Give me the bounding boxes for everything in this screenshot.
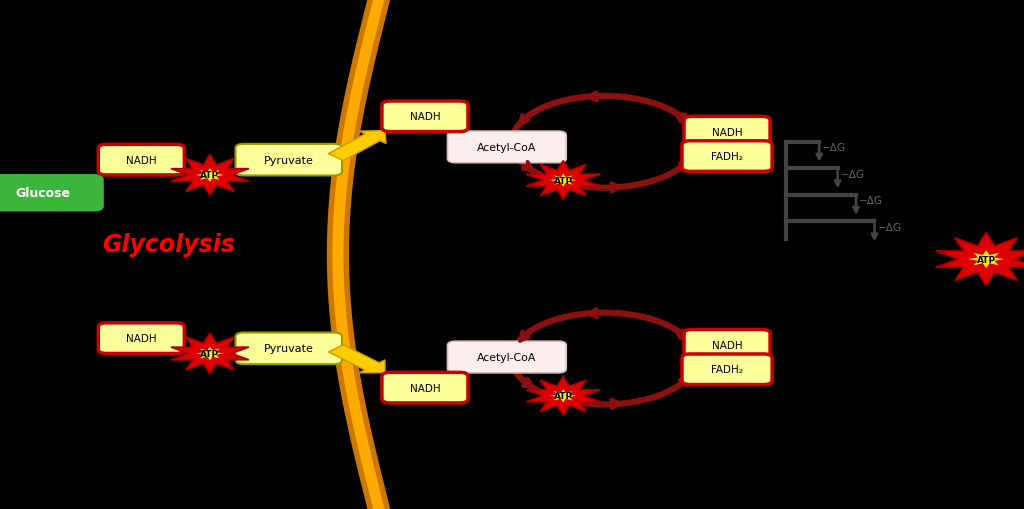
Text: Pyruvate: Pyruvate (264, 155, 313, 165)
Text: FADH₂: FADH₂ (711, 152, 743, 162)
Text: NADH: NADH (410, 112, 440, 122)
Polygon shape (171, 333, 249, 374)
FancyBboxPatch shape (682, 354, 772, 385)
Polygon shape (936, 233, 1024, 286)
FancyArrow shape (329, 345, 385, 373)
Text: NADH: NADH (126, 155, 157, 165)
FancyBboxPatch shape (236, 333, 342, 364)
Text: NADH: NADH (126, 333, 157, 344)
FancyBboxPatch shape (382, 373, 468, 403)
Text: −ΔG: −ΔG (859, 196, 883, 206)
Text: FADH₂: FADH₂ (711, 364, 743, 375)
FancyBboxPatch shape (682, 142, 772, 172)
Text: Acetyl-CoA: Acetyl-CoA (477, 143, 537, 153)
FancyBboxPatch shape (382, 102, 468, 132)
Text: −ΔG: −ΔG (878, 222, 901, 233)
Text: −ΔG: −ΔG (841, 169, 864, 180)
Polygon shape (171, 155, 249, 196)
FancyBboxPatch shape (447, 132, 566, 163)
Text: NADH: NADH (712, 127, 742, 137)
Text: NADH: NADH (410, 383, 440, 393)
Polygon shape (968, 250, 1005, 269)
Text: Glucose: Glucose (15, 187, 71, 200)
Polygon shape (196, 347, 224, 361)
Text: NADH: NADH (712, 340, 742, 350)
Polygon shape (196, 168, 224, 183)
Text: Glycolysis: Glycolysis (102, 232, 236, 257)
Text: ATP: ATP (201, 171, 219, 180)
FancyBboxPatch shape (684, 117, 770, 148)
Text: Pyruvate: Pyruvate (264, 344, 313, 354)
Polygon shape (550, 389, 577, 403)
FancyBboxPatch shape (447, 342, 566, 373)
Text: ATP: ATP (201, 349, 219, 358)
FancyBboxPatch shape (236, 145, 342, 176)
Polygon shape (550, 174, 577, 187)
FancyBboxPatch shape (98, 145, 184, 176)
Text: Acetyl-CoA: Acetyl-CoA (477, 352, 537, 362)
Text: ATP: ATP (554, 391, 572, 401)
Polygon shape (526, 161, 600, 200)
Text: ATP: ATP (977, 255, 995, 264)
FancyBboxPatch shape (0, 176, 102, 211)
Text: −ΔG: −ΔG (822, 143, 846, 153)
Text: ATP: ATP (554, 176, 572, 185)
FancyArrow shape (329, 131, 386, 161)
Polygon shape (526, 377, 600, 415)
FancyBboxPatch shape (684, 330, 770, 360)
FancyBboxPatch shape (98, 323, 184, 354)
